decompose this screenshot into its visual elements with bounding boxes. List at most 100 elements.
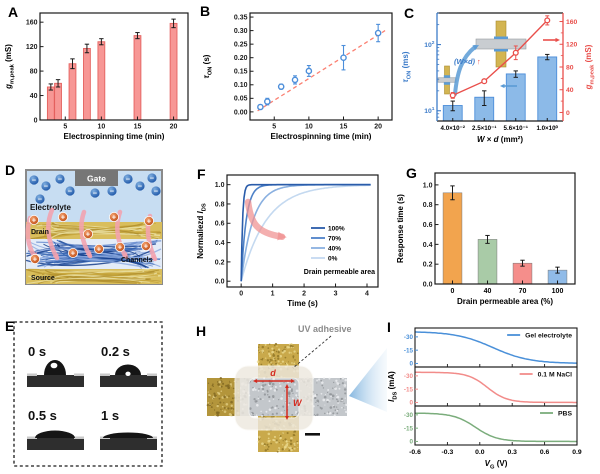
gate-electrode [75, 170, 118, 186]
svg-text:15: 15 [340, 124, 348, 131]
svg-text:0: 0 [409, 439, 413, 446]
svg-text:-15: -15 [404, 425, 414, 432]
svg-text:0.5 s: 0.5 s [28, 408, 57, 423]
svg-text:-30: -30 [404, 334, 414, 341]
svg-text:70: 70 [519, 288, 527, 295]
droplet-frame: 1 s [100, 408, 157, 450]
svg-text:0.30: 0.30 [234, 28, 248, 35]
svg-text:−: − [44, 182, 49, 191]
svg-text:−: − [126, 175, 131, 184]
panel-g-response-time-bar-chart: 0 40 70 100 0.0 0.2 0.4 0.6 0.8 1.0 Drain permeabl… [396, 172, 576, 306]
svg-text:-30: -30 [404, 373, 414, 380]
svg-text:1.0: 1.0 [423, 182, 433, 189]
svg-text:Source: Source [31, 275, 55, 282]
svg-text:80: 80 [30, 68, 38, 75]
svg-text:Channels: Channels [121, 257, 153, 264]
svg-text:0: 0 [451, 288, 455, 295]
svg-text:Drain: Drain [31, 229, 49, 236]
svg-text:0.1 M NaCl: 0.1 M NaCl [538, 372, 572, 379]
panel-letter-h: H [196, 323, 207, 339]
transfer-curve [415, 331, 577, 364]
svg-text:1.0: 1.0 [215, 182, 225, 189]
svg-text:+: + [147, 217, 152, 226]
svg-text:+: + [33, 255, 38, 264]
svg-text:−: − [32, 176, 37, 185]
svg-text:160: 160 [26, 20, 38, 27]
scale-bar [305, 433, 320, 436]
svg-text:0.6: 0.6 [423, 222, 433, 229]
svg-text:+: + [61, 213, 66, 222]
svg-text:0: 0 [566, 110, 570, 117]
svg-text:+: + [144, 242, 149, 251]
pointer-line [292, 335, 332, 369]
svg-text:0.8: 0.8 [215, 201, 225, 208]
uv-light-beam [349, 348, 387, 412]
svg-text:100: 100 [552, 288, 564, 295]
svg-text:d: d [270, 368, 276, 378]
legend: 100% 70% 40% 0% Drain permeable area [304, 225, 375, 276]
svg-text:20: 20 [374, 124, 382, 131]
svg-text:Response time (s): Response time (s) [396, 194, 405, 263]
svg-text:-30: -30 [404, 412, 414, 419]
svg-text:0 s: 0 s [28, 344, 46, 359]
plot-frame [39, 12, 189, 121]
response-time-bars [442, 185, 568, 285]
response-curves [240, 183, 371, 282]
svg-text:1: 1 [271, 291, 275, 298]
water-droplet [35, 430, 75, 438]
svg-text:Drain permeable area (%): Drain permeable area (%) [457, 297, 553, 306]
svg-text:160: 160 [566, 19, 578, 26]
panel-e-droplet-absorption-photos: 0 s 0.2 s 0.5 s 1 s [13, 321, 163, 467]
svg-text:Time (s): Time (s) [287, 299, 318, 308]
svg-text:0.2 s: 0.2 s [101, 344, 130, 359]
svg-text:0.4: 0.4 [215, 240, 225, 247]
bars [46, 18, 178, 121]
uv-adhesive-ring [234, 365, 314, 431]
svg-text:+: + [118, 243, 123, 252]
subplot-frame [414, 405, 578, 446]
svg-text:↑: ↑ [477, 57, 481, 66]
panel-letter-d: D [5, 162, 16, 178]
svg-text:0.9: 0.9 [572, 449, 582, 456]
svg-text:0.3: 0.3 [507, 449, 517, 456]
svg-text:0.0: 0.0 [423, 281, 433, 288]
svg-text:4: 4 [365, 291, 369, 298]
plot-frame [249, 12, 393, 121]
svg-text:0: 0 [409, 361, 413, 368]
svg-text:2.5×10⁻¹: 2.5×10⁻¹ [472, 125, 496, 132]
panel-letter-b: B [200, 3, 211, 19]
gm-peak-line [449, 15, 551, 99]
svg-text:IDS (mA): IDS (mA) [387, 371, 398, 402]
svg-text:0.0: 0.0 [215, 279, 225, 286]
svg-text:−: − [154, 187, 159, 196]
uv-adhesive-label: UV adhesive [298, 324, 352, 334]
transfer-curve [415, 412, 577, 443]
svg-text:0.2: 0.2 [423, 262, 433, 269]
svg-text:4.0×10⁻²: 4.0×10⁻² [441, 125, 465, 132]
svg-text:−: − [150, 174, 155, 183]
data-points [257, 23, 382, 111]
panel-letter-e: E [5, 318, 15, 334]
panel-f-normalized-current-chart: 0 1 2 3 4 0.0 0.2 0.4 0.6 0.8 1.0 100% 70% 40% 0% Drain… [196, 174, 379, 308]
panel-a-transconductance-bar-chart: 5 10 15 20 0 40 80 120 160 Electrospinning time (… [4, 12, 189, 141]
svg-text:+: + [71, 249, 76, 258]
svg-text:5.6×10⁻¹: 5.6×10⁻¹ [504, 125, 528, 132]
svg-text:Normaliezd IDS: Normaliezd IDS [196, 203, 207, 259]
svg-text:0%: 0% [328, 255, 338, 262]
svg-text:0.4: 0.4 [423, 242, 433, 249]
svg-text:70%: 70% [328, 235, 341, 242]
svg-text:0.6: 0.6 [540, 449, 550, 456]
svg-text:-0.3: -0.3 [442, 449, 454, 456]
droplet-frame: 0.2 s [100, 344, 157, 387]
anions: −−−− − −−−−−− [29, 173, 161, 204]
svg-text:15: 15 [134, 124, 142, 131]
water-droplet [103, 432, 153, 438]
svg-text:+: + [32, 216, 37, 225]
svg-text:5: 5 [272, 124, 276, 131]
panel-letter-c: C [404, 5, 415, 21]
svg-text:Electrospinning time (min): Electrospinning time (min) [271, 132, 372, 141]
svg-text:120: 120 [26, 44, 38, 51]
svg-text:0.15: 0.15 [234, 69, 248, 76]
